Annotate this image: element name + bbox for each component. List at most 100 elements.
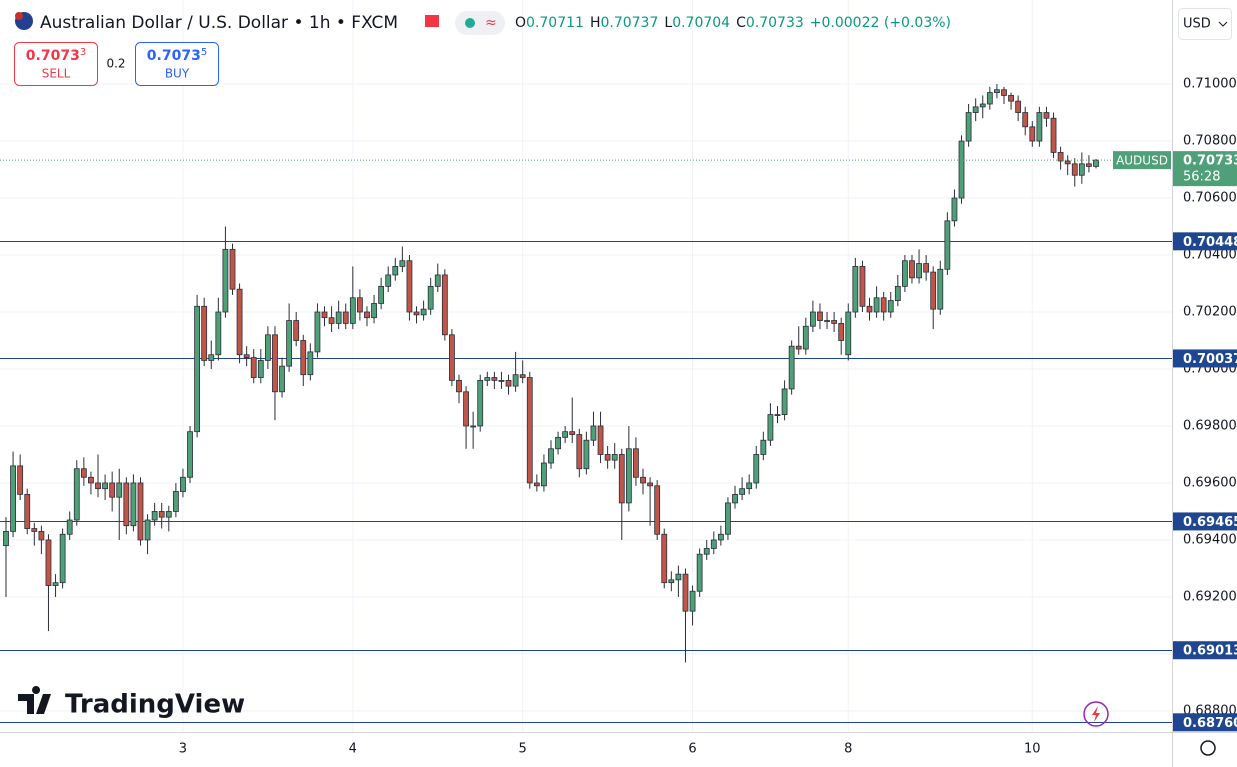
price-tag-box [1173, 151, 1237, 187]
candle-body [802, 325, 809, 350]
candle-body [151, 511, 158, 521]
candle-body [59, 533, 66, 584]
candle-body [257, 360, 264, 378]
candle-body [279, 365, 285, 393]
candle-body [24, 493, 31, 529]
y-tick-label: 0.69200 [1183, 589, 1237, 604]
ohlc-label: H [590, 15, 601, 31]
candle-body [484, 377, 491, 381]
candle-body [102, 482, 108, 490]
candle-body [314, 311, 321, 353]
symbol-tag: AUDUSD [1116, 154, 1168, 168]
candle-body [321, 311, 328, 319]
candle-body [555, 436, 561, 450]
currency-select[interactable] [1178, 8, 1232, 40]
candle-body [95, 482, 101, 490]
flag-marker[interactable] [425, 15, 439, 27]
y-tick-label: 0.71000 [1183, 77, 1237, 92]
candle-body [845, 311, 852, 356]
candle-body [498, 379, 505, 382]
candle-body [392, 266, 399, 276]
sell-price: 0.70733 [26, 47, 86, 64]
candle-body [130, 482, 137, 527]
y-tick-label: 0.69600 [1183, 475, 1237, 490]
sell-button[interactable] [14, 42, 98, 86]
candle-body [463, 391, 469, 427]
level-label: 0.68760 [1183, 716, 1237, 731]
candle-body [852, 266, 859, 313]
candle-body [1050, 117, 1057, 153]
candle-body [958, 140, 965, 199]
candle-body [116, 482, 123, 498]
candle-body [795, 345, 802, 350]
candle-body [866, 305, 873, 313]
candle-body [80, 468, 87, 478]
candle-body [661, 533, 668, 584]
candle-body [717, 533, 724, 541]
candle-body [3, 531, 9, 547]
candle-body [31, 528, 38, 532]
buy-price-pip: 5 [201, 47, 207, 58]
candle-body [831, 320, 838, 324]
candle-body [512, 374, 519, 387]
candle-body [901, 260, 908, 287]
indicator-toggle[interactable] [455, 11, 505, 35]
candle-body [52, 582, 59, 586]
level-label-box [1173, 713, 1237, 732]
candle-body [158, 511, 165, 518]
candle-body [760, 439, 767, 455]
candle-body [229, 248, 236, 290]
candle-body [576, 434, 583, 470]
candle-body [264, 334, 271, 361]
buy-button[interactable] [135, 42, 219, 86]
candle-body [1086, 163, 1092, 167]
header: Australian Dollar / U.S. Dollar • 1h • F… [15, 11, 951, 35]
candle-body [979, 103, 986, 108]
candle-body [491, 377, 498, 381]
candle-body [88, 476, 94, 484]
candle-body [208, 354, 215, 361]
candle-body [144, 519, 151, 541]
candle-body [1015, 100, 1022, 113]
candle-body [1064, 160, 1071, 165]
candle-body [611, 454, 618, 461]
candle-body [640, 476, 646, 484]
icon-ring [1083, 701, 1109, 727]
candle-body [328, 317, 335, 324]
flag-icon [15, 12, 23, 20]
candle-body [222, 248, 229, 313]
candle-body [172, 491, 179, 512]
candle-body [449, 334, 455, 381]
candle-body [349, 297, 356, 324]
candle-body [456, 379, 462, 393]
level-label-box [1173, 512, 1237, 531]
level-label: 0.69013 [1183, 644, 1237, 659]
lightning-icon[interactable] [1083, 701, 1109, 727]
candle-body [894, 285, 901, 302]
candle-body [951, 197, 958, 222]
watermark: TradingView [18, 686, 245, 720]
symbol-title[interactable]: Australian Dollar / U.S. Dollar • 1h • F… [40, 13, 398, 33]
candle-body [250, 357, 257, 378]
level-label-box [1173, 349, 1237, 368]
countdown: 56:28 [1183, 170, 1220, 185]
buy-label: BUY [165, 67, 190, 81]
axis-background [1172, 0, 1237, 767]
candle-body [625, 448, 632, 504]
candle-body [604, 454, 611, 461]
candle-body [533, 482, 540, 487]
candle-body [505, 379, 512, 387]
level-label-box [1173, 232, 1237, 251]
candle-body [434, 274, 441, 287]
candle-body [994, 89, 1000, 94]
ohlc-label: O [515, 15, 526, 31]
candle-body [923, 263, 930, 273]
settings-icon[interactable] [1200, 740, 1216, 756]
sell-price-pip: 3 [80, 47, 86, 58]
candle-body [746, 482, 753, 490]
candle-body [944, 220, 951, 270]
ohlc-label: C [736, 15, 746, 31]
